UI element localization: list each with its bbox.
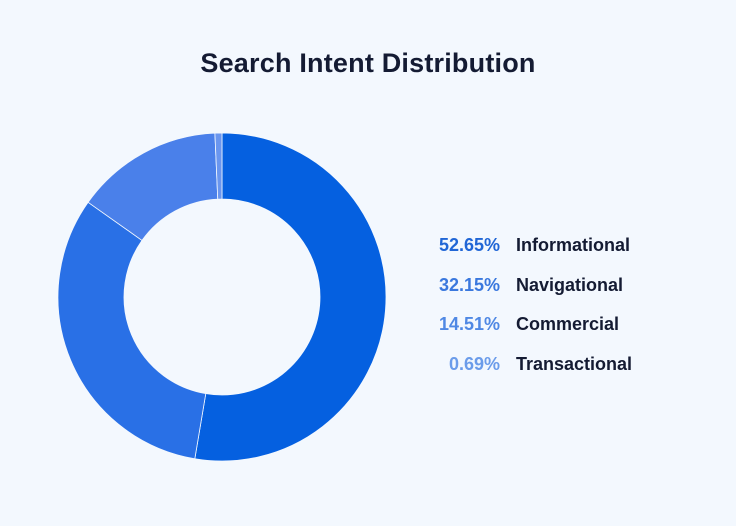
slice-informational <box>194 132 387 462</box>
legend-percent: 14.51% <box>438 314 500 335</box>
legend-item-informational: 52.65% Informational <box>420 226 632 266</box>
legend-percent: 0.69% <box>448 353 500 374</box>
slice-navigational <box>57 201 207 460</box>
legend-label: Informational <box>516 235 631 256</box>
legend-label: Transactional <box>516 353 633 374</box>
legend-label: Navigational <box>516 274 624 295</box>
legend-percent: 52.65% <box>438 235 500 256</box>
chart-title: Search Intent Distribution <box>200 48 536 78</box>
donut-slices <box>57 132 387 462</box>
legend-percent: 32.15% <box>438 274 500 295</box>
legend-item-transactional: 0.69% Transactional <box>420 345 632 385</box>
legend: 52.65% Informational 32.15% Navigational… <box>420 226 632 384</box>
legend-label: Commercial <box>516 314 620 335</box>
legend-item-commercial: 14.51% Commercial <box>420 305 632 345</box>
legend-item-navigational: 32.15% Navigational <box>420 266 632 306</box>
slice-transactional <box>214 132 223 200</box>
